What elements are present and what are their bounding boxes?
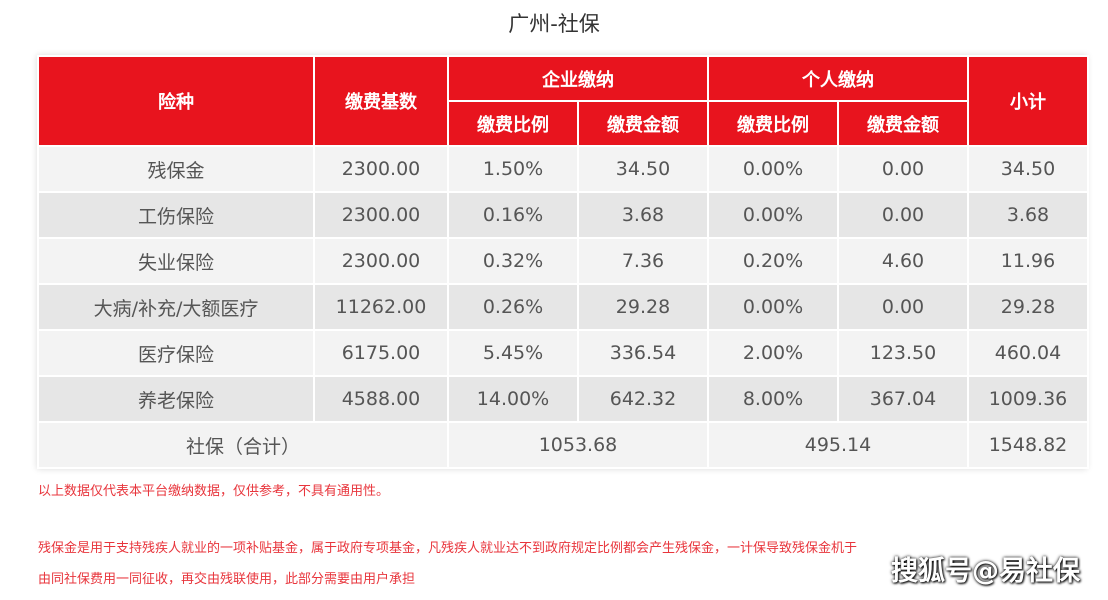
cell-p-amt: 367.04 xyxy=(837,375,969,423)
cell-c-amt: 642.32 xyxy=(577,375,709,423)
cell-name: 工伤保险 xyxy=(37,191,315,239)
table-row: 医疗保险 6175.00 5.45% 336.54 2.00% 123.50 460.04 xyxy=(37,329,1089,377)
table-row: 养老保险 4588.00 14.00% 642.32 8.00% 367.04 1009.3… xyxy=(37,375,1089,423)
cell-p-ratio: 2.00% xyxy=(707,329,839,377)
cell-base: 2300.00 xyxy=(313,145,449,193)
cell-name: 大病/补充/大额医疗 xyxy=(37,283,315,331)
cell-c-amt: 34.50 xyxy=(577,145,709,193)
note-line-1: 残保金是用于支持残疾人就业的一项补贴基金，属于政府专项基金，凡残疾人就业达不到政… xyxy=(38,541,858,556)
cell-c-ratio: 5.45% xyxy=(447,329,579,377)
cell-p-amt: 0.00 xyxy=(837,191,969,239)
cell-sub: 460.04 xyxy=(967,329,1089,377)
total-company: 1053.68 xyxy=(447,421,709,469)
cell-p-amt: 4.60 xyxy=(837,237,969,285)
cell-c-amt: 29.28 xyxy=(577,283,709,331)
cell-p-ratio: 0.00% xyxy=(707,283,839,331)
cell-c-ratio: 0.32% xyxy=(447,237,579,285)
table-row: 失业保险 2300.00 0.32% 7.36 0.20% 4.60 11.96 xyxy=(37,237,1089,285)
cell-p-ratio: 0.00% xyxy=(707,191,839,239)
cell-base: 6175.00 xyxy=(313,329,449,377)
cell-c-ratio: 0.26% xyxy=(447,283,579,331)
cell-base: 2300.00 xyxy=(313,191,449,239)
total-row: 社保（合计） 1053.68 495.14 1548.82 xyxy=(37,421,1089,469)
cell-sub: 3.68 xyxy=(967,191,1089,239)
header-company-amount: 缴费金额 xyxy=(577,100,709,147)
header-company: 企业缴纳 xyxy=(447,55,709,102)
total-label: 社保（合计） xyxy=(37,421,449,469)
cell-name: 失业保险 xyxy=(37,237,315,285)
note-disclaimer: 以上数据仅代表本平台缴纳数据，仅供参考，不具有通用性。 xyxy=(38,484,390,499)
cell-c-amt: 3.68 xyxy=(577,191,709,239)
table-row: 工伤保险 2300.00 0.16% 3.68 0.00% 0.00 3.68 xyxy=(37,191,1089,239)
header-personal: 个人缴纳 xyxy=(707,55,969,102)
cell-sub: 29.28 xyxy=(967,283,1089,331)
cell-p-ratio: 8.00% xyxy=(707,375,839,423)
header-base: 缴费基数 xyxy=(313,55,449,147)
cell-p-amt: 0.00 xyxy=(837,283,969,331)
total-personal: 495.14 xyxy=(707,421,969,469)
cell-c-ratio: 14.00% xyxy=(447,375,579,423)
cell-sub: 1009.36 xyxy=(967,375,1089,423)
cell-p-amt: 123.50 xyxy=(837,329,969,377)
cell-p-ratio: 0.20% xyxy=(707,237,839,285)
cell-c-amt: 7.36 xyxy=(577,237,709,285)
cell-sub: 11.96 xyxy=(967,237,1089,285)
cell-base: 11262.00 xyxy=(313,283,449,331)
header-subtotal: 小计 xyxy=(967,55,1089,147)
cell-sub: 34.50 xyxy=(967,145,1089,193)
cell-p-amt: 0.00 xyxy=(837,145,969,193)
insurance-table: 险种 缴费基数 企业缴纳 个人缴纳 小计 缴费比例 缴费金额 缴费比例 缴费金额… xyxy=(37,55,1089,469)
cell-c-amt: 336.54 xyxy=(577,329,709,377)
table-row: 大病/补充/大额医疗 11262.00 0.26% 29.28 0.00% 0.00 29.… xyxy=(37,283,1089,331)
cell-name: 医疗保险 xyxy=(37,329,315,377)
cell-name: 养老保险 xyxy=(37,375,315,423)
cell-base: 4588.00 xyxy=(313,375,449,423)
header-company-ratio: 缴费比例 xyxy=(447,100,579,147)
header-personal-ratio: 缴费比例 xyxy=(707,100,839,147)
note-line-2: 由同社保费用一同征收，再交由残联使用，此部分需要由用户承担 xyxy=(38,572,416,587)
cell-name: 残保金 xyxy=(37,145,315,193)
cell-c-ratio: 1.50% xyxy=(447,145,579,193)
cell-base: 2300.00 xyxy=(313,237,449,285)
cell-c-ratio: 0.16% xyxy=(447,191,579,239)
header-personal-amount: 缴费金额 xyxy=(837,100,969,147)
cell-p-ratio: 0.00% xyxy=(707,145,839,193)
page-title: 广州-社保 xyxy=(508,12,600,36)
header-type: 险种 xyxy=(37,55,315,147)
table-row: 残保金 2300.00 1.50% 34.50 0.00% 0.00 34.50 xyxy=(37,145,1089,193)
watermark: 搜狐号@易社保 xyxy=(891,556,1080,587)
total-sub: 1548.82 xyxy=(967,421,1089,469)
